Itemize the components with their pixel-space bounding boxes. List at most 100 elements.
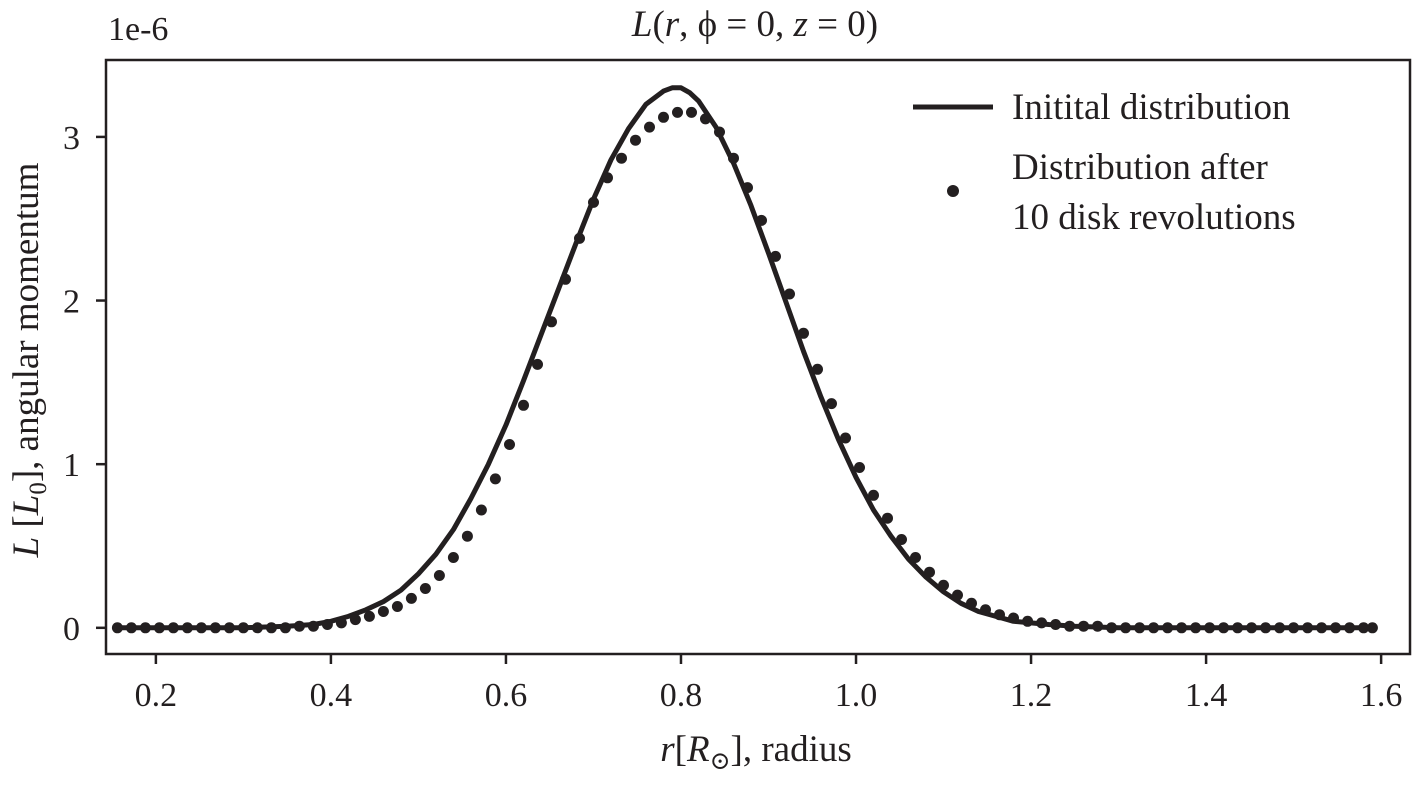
data-point (419, 583, 431, 594)
data-point (588, 196, 599, 208)
x-tick-label: 1.6 (1360, 677, 1403, 714)
data-point (518, 399, 529, 411)
data-point (139, 622, 151, 634)
data-point (1008, 612, 1019, 624)
data-point (349, 614, 361, 626)
data-point (223, 622, 235, 634)
y-tick-label: 0 (63, 611, 80, 648)
data-point (111, 622, 123, 634)
data-point (504, 439, 515, 450)
series-line-initial-distribution (114, 85, 1375, 631)
y-tick-label: 1 (63, 447, 80, 484)
data-point (826, 398, 837, 410)
y-axis-title: L [L0], angular momentum (6, 162, 52, 558)
data-point (321, 619, 333, 630)
data-point (770, 250, 781, 262)
data-point (1366, 622, 1378, 634)
data-point (1064, 620, 1076, 632)
data-point (700, 113, 711, 125)
data-point (1358, 622, 1370, 634)
data-point (896, 534, 907, 545)
x-tick-label: 1.2 (1010, 677, 1053, 714)
chart-title: L(r, ϕ = 0, z = 0) (631, 4, 878, 45)
x-axis-title: r[R⊙], radius (660, 729, 852, 775)
data-point (251, 622, 263, 634)
data-point (265, 622, 277, 634)
data-point (854, 462, 865, 473)
data-point (1204, 622, 1216, 634)
legend-label-after: Distribution after 10 disk revolutions (1012, 147, 1296, 238)
data-point (1148, 622, 1160, 634)
data-point (1316, 622, 1328, 634)
data-point (1106, 622, 1118, 634)
legend-label-initial: Initital distribution (1012, 87, 1291, 128)
data-point (672, 106, 683, 118)
data-point (1190, 622, 1202, 634)
data-point (1302, 622, 1314, 634)
data-point (335, 617, 347, 629)
data-point (1134, 622, 1146, 634)
data-point (447, 552, 459, 563)
data-point (532, 358, 543, 370)
data-point (1120, 622, 1132, 634)
series-layer (111, 85, 1378, 634)
data-point (1176, 622, 1188, 634)
data-point (1092, 620, 1104, 632)
data-point (756, 214, 767, 226)
data-point (391, 601, 403, 612)
data-point (812, 363, 823, 375)
x-tick-label: 1.4 (1185, 677, 1228, 714)
data-point (1260, 622, 1272, 634)
data-point (728, 152, 739, 164)
data-point (195, 622, 207, 634)
data-point (1330, 622, 1342, 634)
data-point (840, 432, 851, 444)
data-point (433, 570, 445, 581)
y-tick-label: 2 (63, 284, 80, 321)
data-point (966, 597, 977, 609)
data-point (1274, 622, 1286, 634)
data-point (924, 566, 935, 578)
data-point (938, 579, 949, 591)
y-axis-ticks: 0 1 2 3 (63, 120, 106, 648)
x-axis-ticks: 0.2 0.4 0.6 0.8 1.0 1.2 1.4 1.6 (135, 654, 1403, 714)
legend-label-after-line-2: 10 disk revolutions (1012, 197, 1296, 238)
data-point (910, 552, 921, 563)
data-point (125, 622, 137, 634)
data-point (742, 182, 753, 194)
x-tick-label: 0.2 (135, 677, 178, 714)
data-point (616, 152, 627, 164)
data-point (574, 232, 585, 244)
data-point (153, 622, 165, 634)
data-point (489, 473, 501, 485)
data-point (714, 126, 725, 138)
data-point (784, 288, 795, 300)
data-point (630, 134, 641, 146)
data-point (658, 111, 669, 123)
data-point (882, 512, 893, 524)
x-tick-label: 1.0 (835, 677, 878, 714)
data-point (405, 592, 417, 604)
data-point (1218, 622, 1230, 634)
data-point (475, 504, 487, 516)
data-point (237, 622, 249, 634)
data-point (868, 489, 879, 501)
data-point (377, 606, 389, 617)
data-point (167, 622, 179, 634)
legend-marker-swatch (947, 185, 959, 197)
data-point (994, 609, 1005, 621)
legend-label-after-line-1: Distribution after (1012, 147, 1268, 188)
y-scale-note: 1e-6 (108, 11, 168, 48)
data-point (181, 622, 193, 634)
data-point (363, 610, 375, 622)
x-tick-label: 0.4 (310, 677, 353, 714)
x-tick-label: 0.8 (660, 677, 703, 714)
data-point (644, 121, 655, 133)
data-point (686, 106, 697, 118)
data-point (209, 622, 221, 634)
data-point (546, 316, 557, 328)
data-point (1022, 615, 1034, 627)
data-point (1246, 622, 1258, 634)
plot-frame (104, 58, 1412, 656)
data-point (307, 620, 319, 632)
